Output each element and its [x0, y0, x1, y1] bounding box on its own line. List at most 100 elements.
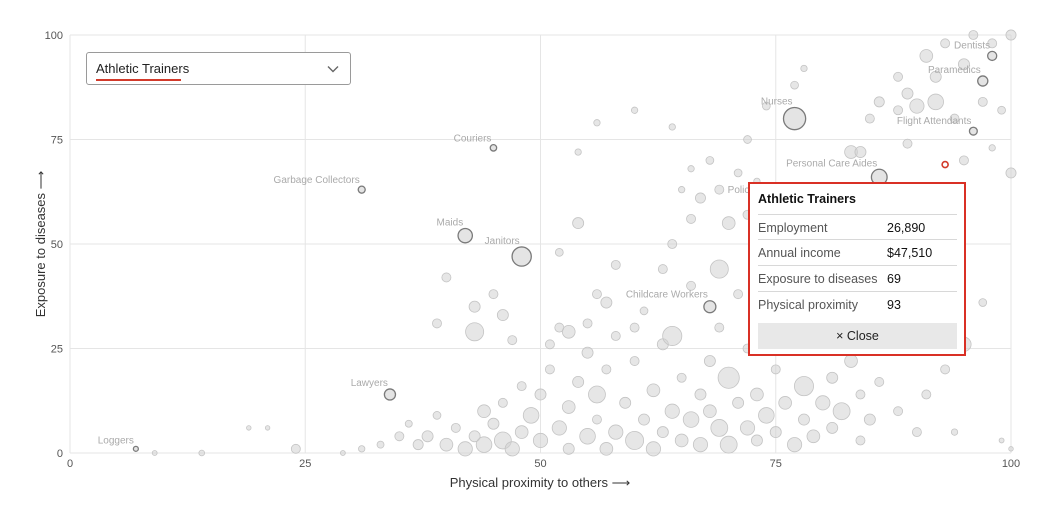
occupation-bubble[interactable]	[714, 322, 725, 333]
occupation-bubble[interactable]	[709, 259, 729, 279]
occupation-bubble[interactable]	[798, 413, 810, 426]
occupation-bubble[interactable]	[561, 324, 576, 339]
occupation-bubble[interactable]	[667, 239, 678, 249]
occupation-bubble[interactable]	[968, 126, 978, 136]
occupation-bubble[interactable]	[826, 421, 839, 434]
occupation-bubble[interactable]	[950, 428, 959, 436]
occupation-bubble[interactable]	[588, 385, 606, 404]
occupation-bubble[interactable]	[968, 30, 979, 40]
occupation-bubble[interactable]	[940, 364, 951, 375]
occupation-bubble[interactable]	[893, 105, 904, 116]
occupation-bubble[interactable]	[787, 437, 803, 453]
occupation-bubble[interactable]	[555, 248, 564, 257]
occupation-bubble[interactable]	[686, 280, 696, 291]
occupation-bubble[interactable]	[412, 439, 424, 451]
occupation-bubble[interactable]	[504, 441, 520, 457]
occupation-bubble[interactable]	[646, 383, 661, 398]
occupation-bubble[interactable]	[630, 106, 639, 114]
occupation-bubble[interactable]	[497, 397, 508, 408]
occupation-bubble[interactable]	[949, 113, 960, 124]
occupation-bubble[interactable]	[638, 413, 650, 426]
occupation-bubble[interactable]	[488, 289, 499, 300]
occupation-bubble[interactable]	[404, 419, 413, 428]
occupation-bubble[interactable]	[854, 146, 867, 158]
occupation-bubble[interactable]	[997, 105, 1006, 115]
occupation-bubble[interactable]	[376, 440, 385, 449]
occupation-bubble[interactable]	[357, 185, 366, 194]
occupation-bubble[interactable]	[682, 411, 700, 428]
occupation-bubble[interactable]	[714, 184, 725, 195]
occupation-bubble[interactable]	[657, 264, 668, 275]
occupation-bubble[interactable]	[629, 356, 640, 366]
occupation-bubble[interactable]	[514, 425, 529, 439]
occupation-bubble[interactable]	[668, 123, 676, 131]
occupation-bubble[interactable]	[710, 419, 729, 437]
occupation-bubble[interactable]	[619, 396, 632, 409]
occupation-bubble[interactable]	[958, 58, 970, 71]
occupation-bubble[interactable]	[511, 246, 532, 267]
occupation-bubble[interactable]	[340, 450, 346, 456]
occupation-bubble[interactable]	[198, 449, 206, 457]
occupation-bubble[interactable]	[645, 441, 661, 457]
occupation-bubble[interactable]	[439, 437, 454, 452]
occupation-bubble[interactable]	[800, 64, 808, 73]
occupation-bubble[interactable]	[687, 165, 695, 173]
occupation-bubble[interactable]	[468, 430, 481, 443]
occupation-bubble[interactable]	[929, 70, 942, 83]
occupation-bubble[interactable]	[551, 420, 567, 436]
occupation-bubble[interactable]	[692, 437, 709, 453]
occupation-bubble[interactable]	[750, 387, 764, 402]
occupation-bubble[interactable]	[441, 272, 452, 283]
occupation-bubble[interactable]	[940, 38, 951, 49]
occupation-bubble[interactable]	[686, 213, 696, 224]
occupation-bubble[interactable]	[572, 375, 585, 388]
occupation-bubble[interactable]	[662, 325, 683, 346]
occupation-bubble[interactable]	[475, 436, 493, 453]
occupation-bubble[interactable]	[695, 192, 706, 204]
occupation-bubble[interactable]	[544, 364, 555, 375]
occupation-bubble[interactable]	[719, 435, 738, 454]
occupation-bubble[interactable]	[694, 388, 707, 401]
occupation-bubble[interactable]	[610, 331, 621, 341]
occupation-bubble[interactable]	[826, 371, 839, 384]
occupation-bubble[interactable]	[246, 425, 252, 431]
occupation-bubble[interactable]	[522, 407, 540, 424]
occupation-bubble[interactable]	[733, 168, 743, 178]
occupation-bubble[interactable]	[921, 389, 932, 400]
occupation-bubble[interactable]	[1008, 446, 1014, 452]
occupation-bubble[interactable]	[743, 135, 752, 144]
occupation-bubble[interactable]	[758, 407, 775, 424]
occupation-bubble[interactable]	[733, 289, 744, 300]
occupation-bubble[interactable]	[721, 216, 736, 230]
occupation-bubble[interactable]	[358, 445, 366, 453]
occupation-bubble[interactable]	[592, 289, 602, 300]
occupation-bubble[interactable]	[778, 396, 792, 410]
occupation-select[interactable]: Athletic Trainers	[86, 52, 351, 85]
occupation-bubble[interactable]	[988, 144, 996, 152]
occupation-bubble[interactable]	[927, 93, 944, 111]
occupation-bubble[interactable]	[901, 87, 914, 100]
occupation-bubble[interactable]	[674, 433, 689, 448]
occupation-bubble[interactable]	[600, 296, 613, 309]
occupation-bubble[interactable]	[432, 318, 442, 329]
occupation-bubble[interactable]	[561, 400, 576, 414]
occupation-bubble[interactable]	[601, 364, 612, 375]
selected-bubble[interactable]	[941, 160, 949, 169]
occupation-bubble[interactable]	[532, 432, 549, 449]
close-button[interactable]: × Close	[758, 323, 957, 349]
occupation-bubble[interactable]	[977, 75, 989, 87]
occupation-bubble[interactable]	[874, 377, 885, 387]
occupation-bubble[interactable]	[579, 428, 596, 445]
occupation-bubble[interactable]	[893, 406, 904, 417]
occupation-bubble[interactable]	[732, 396, 745, 409]
occupation-bubble[interactable]	[919, 49, 934, 63]
occupation-bubble[interactable]	[656, 426, 669, 439]
occupation-bubble[interactable]	[987, 50, 998, 62]
occupation-bubble[interactable]	[750, 434, 763, 447]
occupation-bubble[interactable]	[676, 372, 687, 383]
occupation-bubble[interactable]	[832, 402, 851, 421]
occupation-bubble[interactable]	[290, 443, 301, 454]
occupation-bubble[interactable]	[639, 306, 649, 316]
occupation-bubble[interactable]	[893, 71, 904, 82]
occupation-bubble[interactable]	[1005, 167, 1017, 179]
